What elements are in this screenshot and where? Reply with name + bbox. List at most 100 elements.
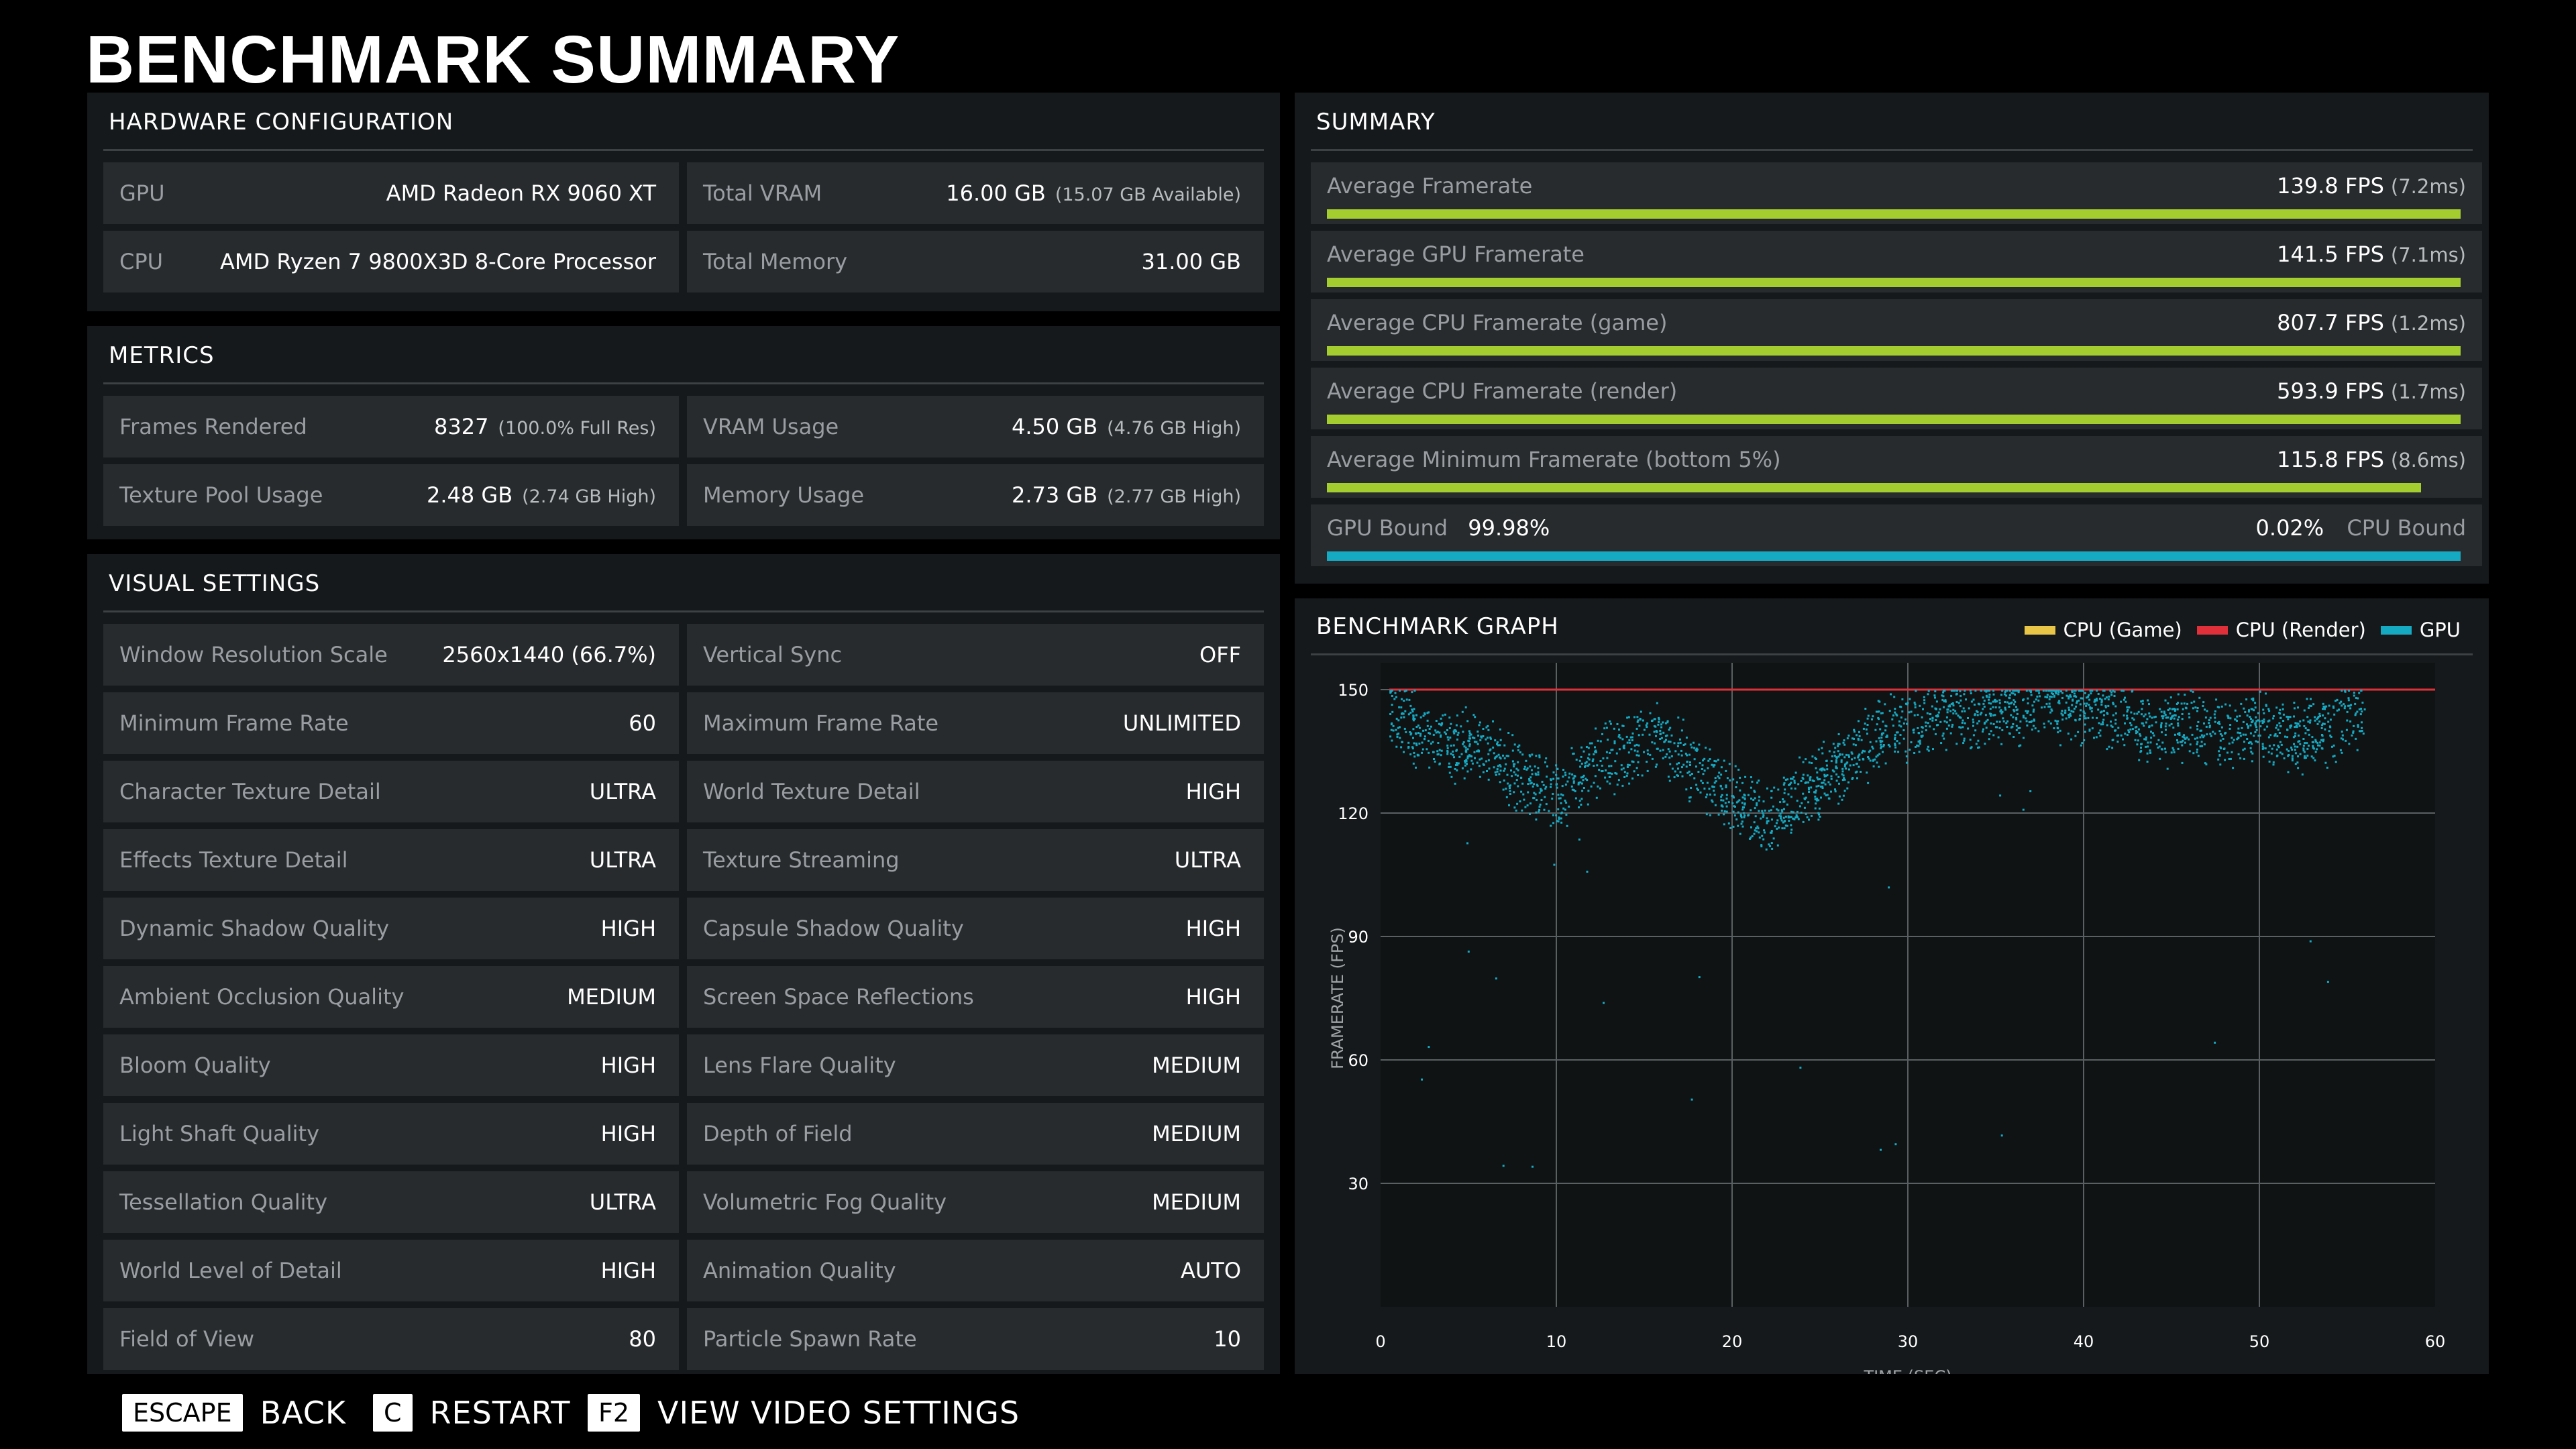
- gpu-point: [2186, 702, 2189, 705]
- gpu-point: [1435, 720, 1438, 722]
- gpu-point: [2013, 710, 2016, 712]
- visual-setting-value: MEDIUM: [1152, 1053, 1241, 1078]
- gpu-point: [1945, 716, 1948, 718]
- restart-button[interactable]: RESTART: [429, 1395, 571, 1431]
- gpu-point: [1545, 757, 1548, 759]
- gpu-point: [2355, 697, 2357, 699]
- gpu-point: [2182, 735, 2184, 738]
- gpu-point: [1492, 746, 1495, 749]
- gpu-point: [1498, 773, 1501, 775]
- gpu-point: [1544, 761, 1546, 763]
- gpu-point: [2042, 690, 2045, 692]
- back-button[interactable]: BACK: [260, 1395, 347, 1431]
- gpu-point: [2123, 744, 2126, 747]
- summary-value-group: 807.7 FPS (1.2ms): [2277, 310, 2466, 335]
- gpu-point: [1482, 763, 1485, 765]
- gpu-point: [1712, 764, 1715, 767]
- gpu-point: [1695, 765, 1697, 768]
- gpu-point: [1401, 741, 1403, 743]
- gpu-point: [2273, 734, 2276, 737]
- gpu-point: [2033, 700, 2035, 703]
- footer-restart[interactable]: C RESTART: [373, 1393, 570, 1433]
- gpu-point: [1424, 729, 1427, 732]
- gpu-point: [1986, 718, 1989, 721]
- gpu-point: [2128, 706, 2131, 708]
- gpu-point: [1951, 725, 1953, 728]
- gpu-point: [1676, 774, 1678, 777]
- gpu-point: [2295, 724, 2298, 727]
- gpu-point: [1705, 747, 1707, 749]
- gpu-point: [2147, 741, 2149, 744]
- visual-setting-value: HIGH: [1185, 916, 1241, 941]
- gpu-point: [2050, 690, 2053, 692]
- gpu-point: [2106, 748, 2108, 751]
- gpu-point: [2106, 724, 2108, 727]
- gpu-point: [2279, 751, 2282, 754]
- gpu-point: [2001, 690, 2004, 692]
- gpu-point: [1830, 790, 1832, 793]
- gpu-point: [2017, 727, 2020, 730]
- gpu-point: [1802, 773, 1805, 776]
- gpu-point: [1466, 842, 1468, 845]
- gpu-point: [1823, 769, 1826, 771]
- gpu-point: [2353, 692, 2355, 694]
- gpu-point: [2124, 696, 2126, 699]
- gpu-point: [1772, 805, 1774, 808]
- visual-setting-value: ULTRA: [589, 1189, 656, 1215]
- view-video-settings-button[interactable]: VIEW VIDEO SETTINGS: [657, 1395, 1020, 1431]
- gpu-point: [1507, 755, 1509, 757]
- footer-back[interactable]: ESCAPE BACK: [122, 1393, 346, 1433]
- gpu-point: [1593, 765, 1595, 767]
- gpu-point: [1950, 694, 1953, 697]
- gpu-point: [1678, 762, 1680, 765]
- gpu-point: [1778, 814, 1781, 817]
- gpu-point: [1793, 818, 1796, 820]
- f2-key[interactable]: F2: [588, 1394, 641, 1432]
- escape-key[interactable]: ESCAPE: [122, 1394, 243, 1432]
- gpu-point: [1956, 690, 1958, 692]
- gpu-point: [1510, 769, 1512, 771]
- gpu-point: [2169, 712, 2171, 714]
- gpu-point: [1666, 721, 1669, 724]
- gpu-point: [2073, 707, 2076, 710]
- gpu-point: [1413, 708, 1415, 710]
- gpu-point: [2111, 747, 2114, 749]
- gpu-point: [2262, 708, 2265, 711]
- gpu-point: [1713, 782, 1716, 784]
- gpu-point: [1771, 847, 1774, 850]
- footer-video-settings[interactable]: F2 VIEW VIDEO SETTINGS: [588, 1393, 1020, 1433]
- gpu-point: [1735, 781, 1738, 784]
- gpu-point: [2098, 722, 2100, 724]
- c-key[interactable]: C: [373, 1394, 413, 1432]
- gpu-point: [1942, 695, 1945, 698]
- gpu-point: [2341, 690, 2343, 692]
- gpu-point: [2277, 729, 2279, 731]
- gpu-point: [1783, 820, 1786, 822]
- gpu-point: [1866, 733, 1868, 735]
- gpu-point: [1446, 753, 1449, 755]
- gpu-point: [2080, 690, 2082, 692]
- gpu-point: [2091, 727, 2094, 730]
- visual-setting-row: Depth of Field MEDIUM: [687, 1103, 1264, 1165]
- gpu-point: [1902, 722, 1905, 724]
- gpu-point: [1758, 831, 1760, 834]
- gpu-point: [2143, 738, 2146, 741]
- gpu-point: [1499, 757, 1502, 760]
- legend-swatch: [2196, 625, 2228, 635]
- gpu-point: [1389, 735, 1392, 738]
- gpu-point: [2361, 721, 2363, 724]
- gpu-point: [2194, 737, 2196, 740]
- gpu-point: [2088, 694, 2090, 696]
- gpu-point: [1967, 717, 1969, 719]
- gpu-point: [1434, 760, 1436, 763]
- gpu-point: [1878, 718, 1880, 720]
- gpu-point: [1511, 749, 1514, 752]
- gpu-point: [1546, 765, 1548, 767]
- gpu-point: [1872, 747, 1874, 750]
- gpu-point: [1461, 710, 1464, 713]
- gpu-point: [1801, 802, 1803, 804]
- gpu-point: [1856, 770, 1858, 773]
- gpu-point: [2320, 747, 2323, 749]
- gpu-point: [2026, 712, 2029, 714]
- gpu-point: [1626, 716, 1629, 719]
